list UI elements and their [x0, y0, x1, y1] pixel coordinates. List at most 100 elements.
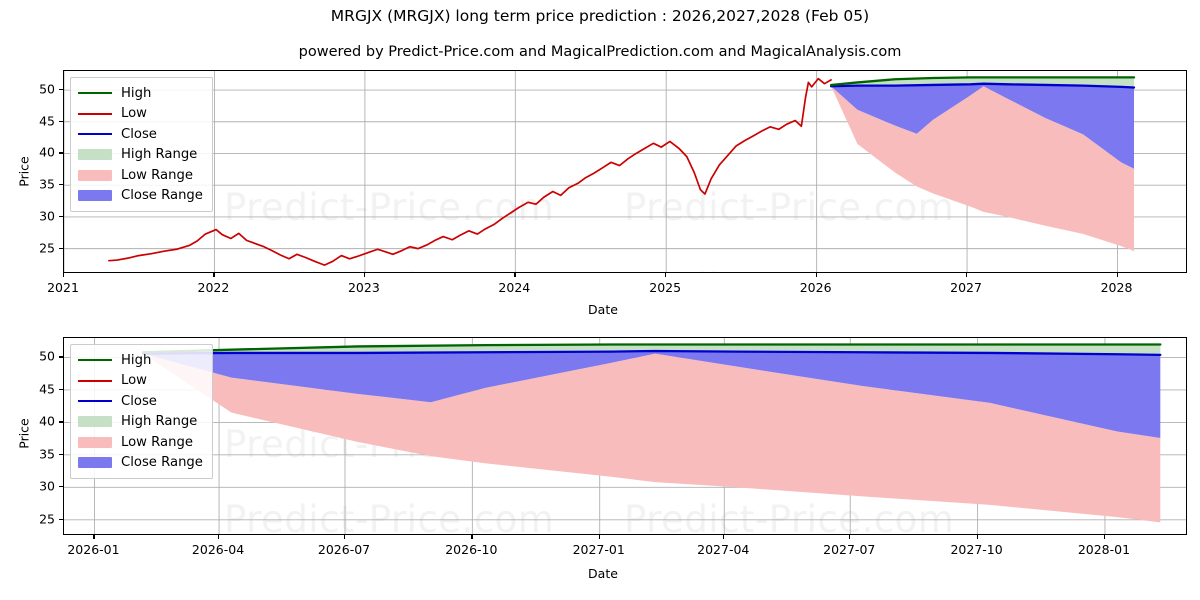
band-close-range	[831, 83, 1135, 169]
y-tick-label: 35	[39, 176, 55, 192]
band-low-range	[831, 86, 1135, 252]
series-line-close	[141, 349, 1162, 357]
x-tick-mark	[63, 273, 65, 277]
legend-patch-swatch	[78, 190, 112, 202]
x-tick-label: 2027-04	[697, 542, 750, 557]
y-tick-mark	[59, 453, 63, 456]
x-tick-mark	[598, 535, 600, 539]
bottom-chart-legend[interactable]: High Low Close High Range Low Range Close Ran…	[70, 344, 213, 479]
x-tick-mark	[665, 273, 667, 277]
x-tick-mark	[1103, 535, 1106, 539]
x-tick-label: 2022	[197, 280, 230, 295]
legend-line-swatch	[78, 112, 112, 115]
y-tick-mark	[59, 215, 63, 218]
x-tick-mark	[815, 273, 817, 277]
legend-item-label: Close Range	[121, 188, 203, 204]
y-tick-mark	[59, 486, 63, 488]
x-tick-mark	[344, 535, 346, 539]
x-tick-label: 2027-01	[572, 542, 625, 557]
x-tick-label: 2023	[347, 280, 380, 295]
x-tick-label: 2026-04	[191, 542, 245, 557]
legend-item-low: Low	[78, 371, 203, 392]
legend-line-swatch	[78, 133, 112, 136]
legend-line-swatch	[78, 92, 112, 95]
x-tick-label: 2028-01	[1077, 542, 1131, 557]
band-low-range	[142, 353, 1161, 523]
y-tick-mark	[59, 518, 63, 520]
legend-item-close-range: Close Range	[78, 186, 203, 207]
x-tick-label: 2027	[950, 280, 982, 295]
legend-line-swatch	[78, 379, 112, 382]
x-tick-label: 2026-07	[317, 542, 371, 557]
legend-item-label: Close Range	[121, 455, 203, 471]
y-tick-mark	[59, 152, 63, 154]
y-tick-mark	[59, 184, 63, 186]
legend-patch-swatch	[78, 436, 112, 448]
bottom-chart-xlabel: Date	[588, 566, 618, 581]
legend-item-label: Close	[121, 393, 157, 409]
y-tick-label: 30	[39, 208, 55, 224]
x-tick-mark	[976, 535, 978, 539]
legend-item-low: Low	[78, 104, 203, 125]
legend-item-high: High	[78, 83, 203, 104]
legend-item-label: Low Range	[121, 167, 193, 183]
x-tick-mark	[218, 535, 220, 539]
y-tick-mark	[59, 356, 63, 358]
series-line-high	[829, 76, 1136, 87]
series-line-high	[141, 343, 1162, 354]
y-tick-label: 50	[39, 348, 55, 364]
legend-patch-swatch	[78, 416, 112, 428]
legend-item-label: High	[121, 352, 152, 368]
y-tick-label: 40	[39, 413, 55, 429]
x-tick-mark	[514, 273, 516, 277]
band-close-range	[142, 350, 1161, 438]
series-line-low	[108, 77, 832, 266]
legend-item-low-range: Low Range	[78, 432, 203, 453]
legend-item-label: Low	[121, 373, 147, 389]
series-line-close	[829, 82, 1136, 89]
y-tick-mark	[59, 89, 63, 91]
x-tick-label: 2027-10	[950, 542, 1003, 557]
x-tick-mark	[93, 535, 95, 539]
figure-title: MRGJX (MRGJX) long term price prediction…	[330, 7, 870, 25]
legend-item-label: High Range	[121, 147, 198, 163]
y-tick-label: 25	[39, 511, 55, 527]
legend-item-high-range: High Range	[78, 145, 203, 166]
top-chart-plot-area: Predict-Price.com Predict-Price.com Pred…	[63, 70, 1187, 273]
legend-line-swatch	[78, 400, 112, 403]
bottom-chart-canvas	[64, 338, 1186, 534]
y-tick-label: 50	[39, 81, 55, 97]
y-tick-mark	[59, 120, 63, 122]
y-tick-label: 45	[39, 381, 55, 397]
legend-item-label: Low	[121, 106, 147, 122]
legend-item-label: High	[121, 85, 152, 101]
y-tick-label: 45	[39, 113, 55, 129]
legend-item-close: Close	[78, 391, 203, 412]
x-tick-mark	[363, 273, 366, 277]
x-tick-label: 2027-07	[823, 542, 876, 557]
figure-subtitle: powered by Predict-Price.com and Magical…	[298, 44, 902, 60]
top-chart-legend[interactable]: High Low Close High Range Low Range Close Ran…	[70, 77, 213, 212]
legend-item-label: Close	[121, 126, 157, 142]
legend-line-swatch	[78, 359, 112, 362]
x-tick-label: 2026-10	[445, 542, 498, 557]
legend-item-close: Close	[78, 124, 203, 145]
x-tick-label: 2021	[47, 280, 79, 295]
y-tick-label: 25	[39, 240, 55, 256]
x-tick-label: 2025	[649, 280, 682, 295]
y-tick-label: 40	[39, 144, 55, 160]
legend-item-close-range: Close Range	[78, 453, 203, 474]
x-tick-label: 2024	[498, 280, 531, 295]
y-tick-mark	[59, 247, 63, 249]
x-tick-mark	[213, 273, 215, 277]
legend-item-high-range: High Range	[78, 412, 203, 433]
x-tick-mark	[723, 535, 725, 539]
x-tick-label: 2026	[799, 280, 832, 295]
legend-patch-swatch	[78, 149, 112, 161]
y-tick-label: 30	[39, 478, 55, 494]
y-tick-label: 35	[39, 446, 55, 462]
y-tick-mark	[59, 421, 63, 423]
top-chart-xlabel: Date	[588, 302, 618, 317]
x-tick-mark	[966, 273, 968, 277]
